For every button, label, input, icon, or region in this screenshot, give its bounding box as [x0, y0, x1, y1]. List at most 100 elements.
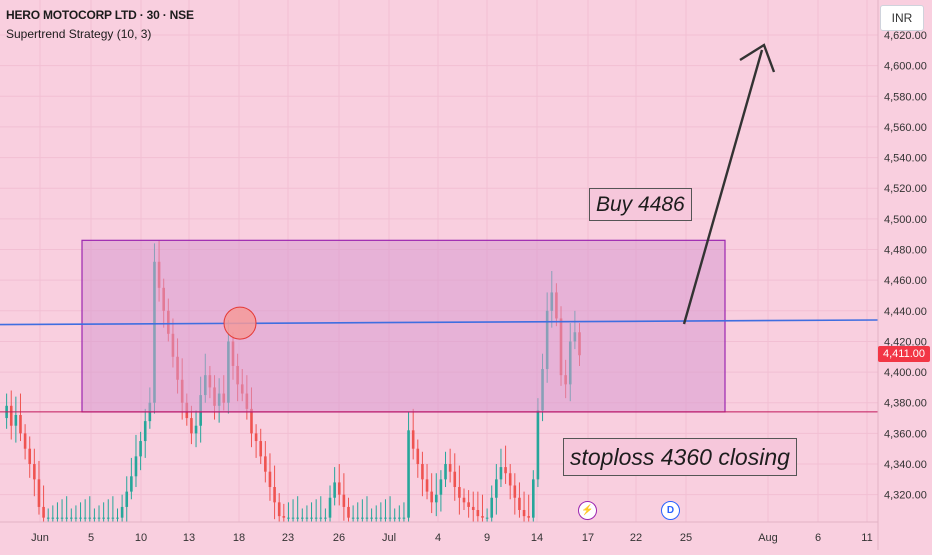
candle-body	[291, 517, 295, 519]
candle-body	[402, 517, 406, 519]
candle-body	[379, 517, 383, 519]
candle-body	[448, 464, 452, 472]
candle-body	[430, 491, 433, 503]
x-tick-label: 5	[88, 532, 94, 544]
candle-body	[264, 456, 267, 472]
candle-body	[421, 464, 424, 480]
highlight-circle	[223, 306, 257, 340]
candle-body	[42, 506, 45, 518]
candle-body	[374, 517, 378, 519]
candle-body	[268, 471, 272, 488]
candle-body	[120, 506, 124, 518]
strategy-label: Supertrend Strategy (10, 3)	[6, 27, 152, 41]
y-tick-label: 4,340.00	[884, 459, 927, 471]
candle-body	[102, 517, 105, 519]
candle-body	[365, 517, 369, 519]
x-tick-label: 4	[435, 532, 441, 544]
x-tick-label: 23	[282, 532, 294, 544]
candle-body	[314, 517, 318, 519]
candle-body	[301, 517, 304, 519]
candle-body	[527, 516, 530, 518]
candle-body	[513, 485, 517, 498]
y-tick-label: 4,420.00	[884, 336, 927, 348]
candle-body	[361, 517, 364, 519]
x-tick-label: 17	[582, 532, 594, 544]
bolt-icon: ⚡	[581, 505, 594, 516]
x-tick-label: 25	[680, 532, 692, 544]
candle-body	[56, 517, 59, 519]
y-tick-label: 4,400.00	[884, 367, 927, 379]
candle-body	[254, 433, 258, 442]
candle-body	[287, 517, 290, 519]
candle-body	[508, 473, 512, 486]
y-tick-label: 4,480.00	[884, 245, 927, 257]
candle-body	[305, 517, 309, 519]
candle-body	[416, 448, 420, 465]
x-tick-label: 9	[484, 532, 490, 544]
candle-body	[333, 482, 336, 498]
candle-body	[250, 408, 253, 434]
x-tick-label: 10	[135, 532, 147, 544]
candle-body	[495, 479, 498, 498]
arrow-shaft	[682, 49, 764, 325]
candle-body	[384, 517, 387, 519]
dividend-marker[interactable]: D	[661, 501, 680, 520]
candle-body	[351, 517, 355, 519]
symbol-title: HERO MOTOCORP LTD · 30 · NSE	[6, 8, 194, 22]
candle-body	[536, 410, 540, 480]
y-tick-label: 4,560.00	[884, 122, 927, 134]
candle-body	[139, 441, 142, 457]
candle-body	[143, 421, 147, 442]
candle-body	[407, 430, 410, 518]
y-tick-label: 4,500.00	[884, 214, 927, 226]
dividend-marker-label: D	[666, 505, 675, 516]
x-tick-label: 6	[815, 532, 821, 544]
candle-body	[88, 517, 92, 519]
y-tick-label: 4,360.00	[884, 428, 927, 440]
candle-body	[328, 497, 332, 518]
x-tick-label: 11	[861, 532, 872, 544]
candle-body	[398, 517, 401, 519]
candle-body	[130, 476, 133, 492]
x-tick-label: Aug	[758, 532, 778, 544]
trend-line	[0, 319, 879, 326]
stoploss-annotation[interactable]: stoploss 4360 closing	[563, 438, 797, 476]
y-tick-label: 4,440.00	[884, 306, 927, 318]
overlays	[0, 43, 879, 413]
candle-body	[9, 405, 13, 426]
candle-body	[60, 517, 64, 519]
x-tick-label: 22	[630, 532, 642, 544]
candle-body	[370, 517, 373, 519]
candle-body	[411, 430, 415, 449]
candle-body	[439, 479, 443, 495]
candle-body	[393, 517, 396, 519]
candle-body	[33, 464, 36, 480]
y-tick-label: 4,380.00	[884, 398, 927, 410]
earnings-marker[interactable]: ⚡	[578, 501, 597, 520]
candle-body	[51, 517, 55, 519]
candle-body	[347, 506, 350, 518]
candle-body	[471, 506, 475, 510]
current-price-tag: 4,411.00	[878, 346, 930, 362]
candle-body	[324, 517, 327, 519]
candle-body	[93, 517, 96, 519]
candle-body	[499, 467, 503, 480]
candle-body	[106, 517, 110, 519]
candle-body	[342, 494, 346, 507]
candle-body	[532, 479, 535, 518]
currency-button[interactable]: INR	[880, 5, 924, 31]
y-tick-label: 4,520.00	[884, 183, 927, 195]
candle-body	[467, 502, 470, 507]
candle-body	[273, 487, 276, 503]
buy-annotation[interactable]: Buy 4486	[589, 188, 692, 221]
x-tick-label: Jul	[382, 532, 396, 544]
candle-body	[319, 517, 323, 519]
candle-body	[337, 482, 341, 495]
candle-body	[111, 517, 115, 519]
candle-body	[125, 491, 129, 507]
candle-body	[70, 517, 73, 519]
candle-body	[296, 517, 299, 519]
candle-body	[458, 487, 461, 498]
